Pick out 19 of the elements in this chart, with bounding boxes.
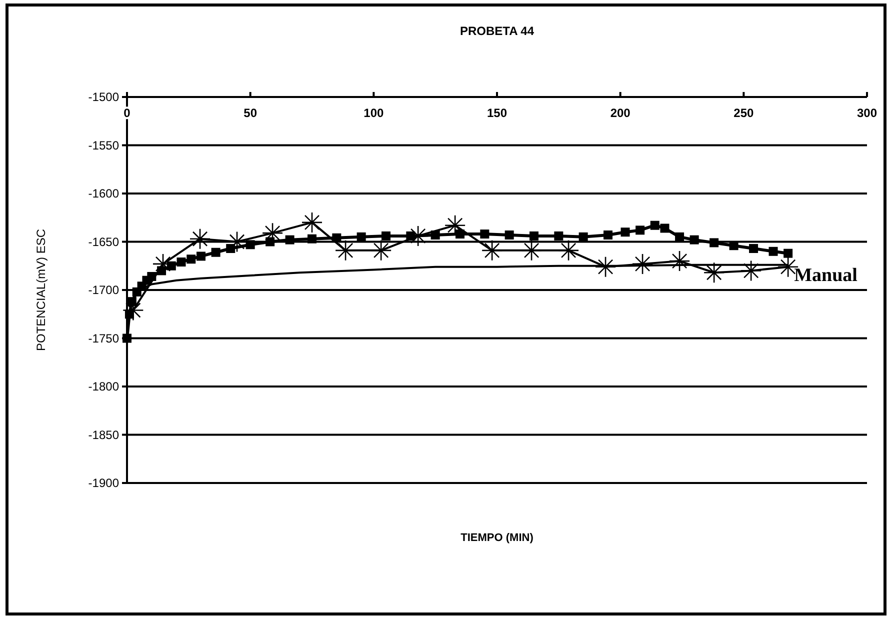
y-tick-label: -1550 bbox=[88, 138, 120, 152]
x-tick-label: 150 bbox=[486, 106, 508, 120]
y-tick-label: -1600 bbox=[88, 186, 120, 200]
chart-title: PROBETA 44 bbox=[460, 24, 534, 38]
y-tick-label: -1750 bbox=[88, 331, 120, 346]
x-axis-title: TIEMPO (MIN) bbox=[460, 532, 534, 544]
y-tick-label: -1650 bbox=[88, 234, 120, 249]
y-tick-label: -1800 bbox=[88, 380, 120, 394]
y-tick-label: -1700 bbox=[88, 283, 120, 297]
y-tick-label: -1500 bbox=[88, 90, 120, 104]
x-tick-label: 200 bbox=[610, 106, 631, 120]
x-tick-label: 250 bbox=[734, 106, 754, 120]
series-label: Manual bbox=[794, 264, 858, 286]
x-tick-label: 50 bbox=[244, 106, 258, 120]
y-axis-title: POTENCIAL(mV) ESC bbox=[34, 228, 48, 352]
x-tick-label: 100 bbox=[364, 106, 384, 120]
y-tick-label: -1900 bbox=[88, 476, 120, 490]
y-tick-label: -1850 bbox=[88, 428, 120, 442]
x-tick-label: 300 bbox=[856, 106, 878, 120]
